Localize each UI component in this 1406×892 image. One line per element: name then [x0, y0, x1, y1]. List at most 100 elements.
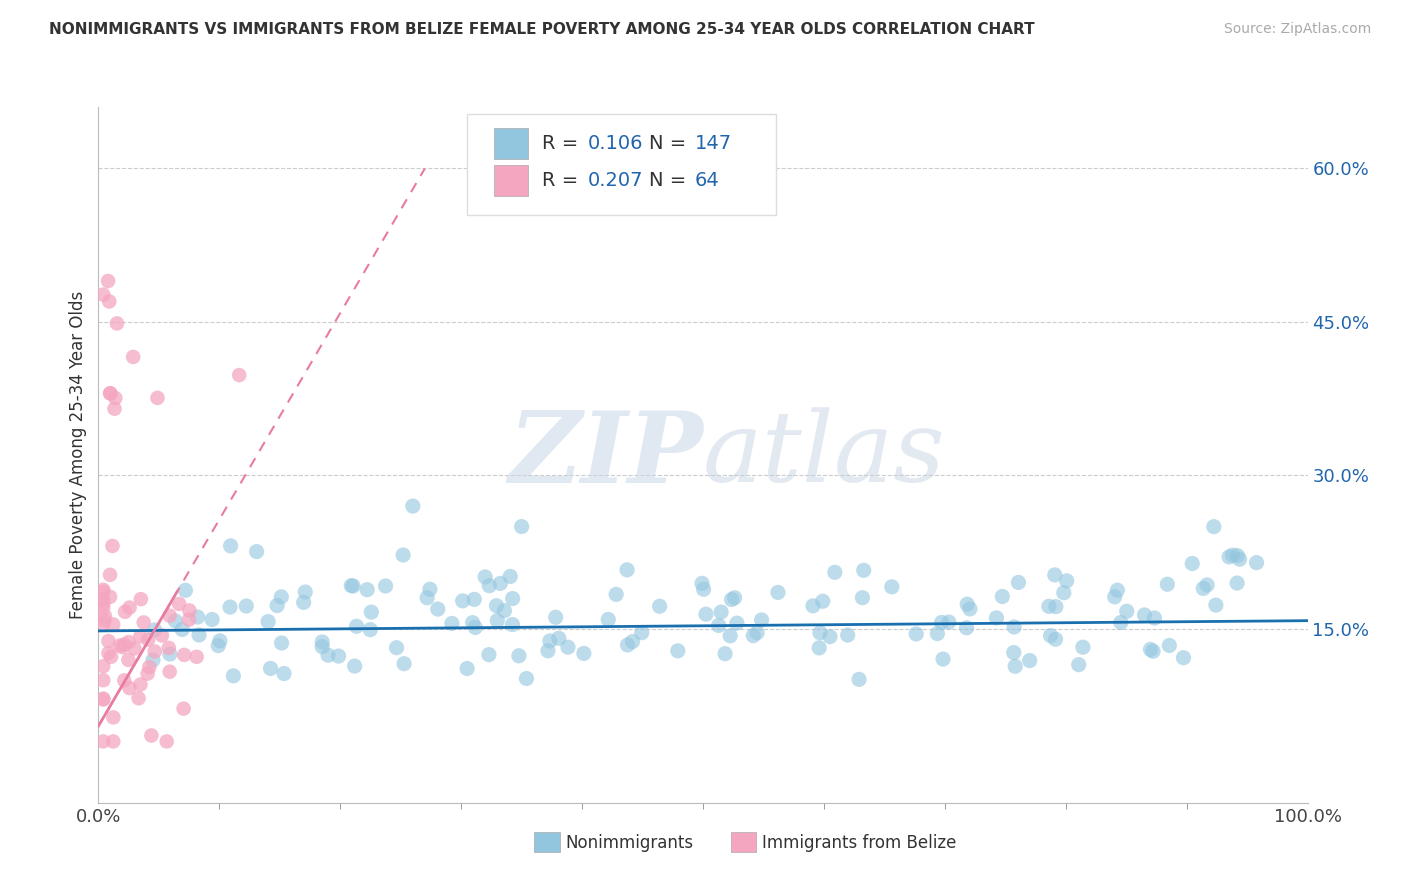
Point: [1192, 582, 1215, 596]
Point: [311, 640, 333, 654]
Point: [257, 615, 280, 629]
Point: [1173, 650, 1195, 665]
Point: [956, 597, 979, 611]
Point: [1218, 549, 1240, 564]
Point: [1053, 586, 1076, 600]
Text: 64: 64: [695, 170, 720, 190]
Point: [402, 499, 425, 513]
Point: [222, 669, 245, 683]
Point: [537, 644, 560, 658]
Point: [94, 609, 117, 624]
Point: [478, 579, 501, 593]
Point: [246, 544, 269, 558]
Point: [598, 612, 620, 626]
Point: [932, 652, 955, 666]
Point: [100, 649, 122, 664]
Point: [1043, 568, 1066, 582]
Point: [174, 583, 197, 598]
Text: R =: R =: [543, 134, 585, 153]
Point: [1156, 577, 1178, 591]
Point: [1002, 620, 1025, 634]
Point: [489, 576, 512, 591]
Point: [486, 614, 509, 628]
Point: [187, 610, 209, 624]
Point: [91, 592, 114, 607]
Point: [91, 659, 114, 673]
Point: [1109, 615, 1132, 630]
Point: [132, 615, 155, 630]
Point: [235, 599, 257, 613]
Y-axis label: Female Poverty Among 25-34 Year Olds: Female Poverty Among 25-34 Year Olds: [69, 291, 87, 619]
Point: [328, 648, 350, 663]
Point: [294, 585, 316, 599]
Point: [142, 653, 165, 667]
Point: [808, 625, 831, 640]
Point: [811, 594, 834, 608]
Point: [342, 579, 364, 593]
Point: [172, 623, 194, 637]
Point: [316, 648, 339, 663]
Point: [1045, 632, 1067, 647]
Point: [105, 317, 128, 331]
Point: [112, 673, 135, 688]
Point: [1226, 576, 1249, 591]
Text: atlas: atlas: [703, 408, 946, 502]
Point: [1007, 575, 1029, 590]
Point: [837, 628, 859, 642]
Point: [1159, 639, 1181, 653]
Point: [938, 615, 960, 629]
Point: [103, 401, 125, 416]
Point: [695, 607, 717, 622]
Point: [346, 619, 368, 633]
Text: 0.207: 0.207: [588, 170, 644, 190]
Point: [150, 628, 173, 642]
Point: [766, 585, 789, 599]
Point: [340, 579, 363, 593]
Point: [157, 640, 180, 655]
Point: [572, 647, 595, 661]
Point: [91, 596, 114, 610]
Point: [463, 592, 485, 607]
Point: [1045, 599, 1067, 614]
Point: [173, 648, 195, 662]
Point: [648, 599, 671, 614]
Point: [808, 640, 831, 655]
Point: [177, 613, 200, 627]
Point: [124, 641, 146, 656]
Point: [852, 563, 875, 577]
Point: [91, 673, 114, 688]
Point: [359, 623, 381, 637]
Point: [848, 673, 870, 687]
Point: [385, 640, 408, 655]
Point: [710, 605, 733, 619]
Point: [98, 590, 121, 604]
Point: [1115, 604, 1137, 618]
Point: [1197, 578, 1219, 592]
Point: [451, 594, 474, 608]
Point: [1181, 557, 1204, 571]
Point: [188, 628, 211, 642]
Point: [167, 597, 190, 611]
Point: [1226, 549, 1249, 563]
Text: Nonimmigrants: Nonimmigrants: [565, 834, 693, 852]
Point: [343, 659, 366, 673]
Point: [1038, 599, 1060, 614]
Point: [474, 570, 496, 584]
Point: [374, 579, 396, 593]
Point: [1004, 659, 1026, 673]
Point: [98, 294, 121, 309]
Point: [742, 629, 765, 643]
Point: [494, 604, 516, 618]
Point: [179, 603, 201, 617]
Point: [219, 600, 242, 615]
Point: [91, 582, 114, 597]
Point: [111, 640, 134, 654]
Point: [392, 548, 415, 562]
Point: [91, 691, 114, 706]
Point: [1039, 629, 1062, 643]
Point: [616, 563, 638, 577]
Point: [273, 666, 295, 681]
Point: [146, 391, 169, 405]
Point: [502, 591, 524, 606]
Point: [114, 605, 136, 619]
